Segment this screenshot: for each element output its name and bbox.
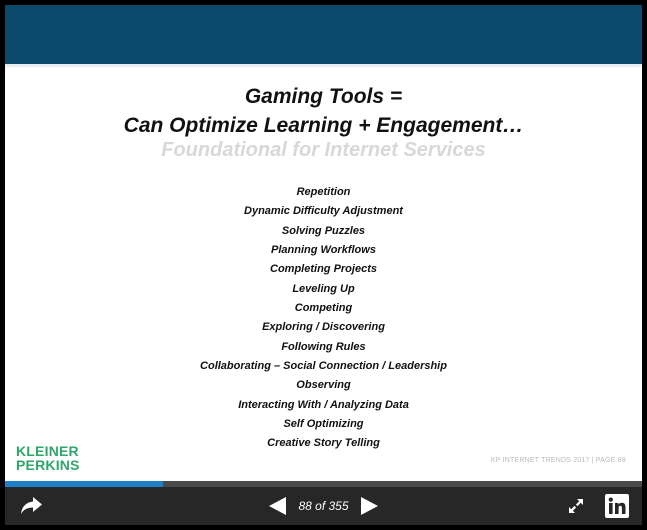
linkedin-icon[interactable] [605, 494, 629, 518]
logo-line-2: PERKINS [16, 457, 80, 473]
next-slide-button[interactable] [358, 496, 380, 516]
slide-subtitle: Foundational for Internet Services [161, 139, 486, 161]
list-item: Self Optimizing [283, 418, 364, 431]
list-item: Competing [294, 302, 353, 315]
page-counter: 88 of 355 [298, 499, 349, 513]
list-item: Planning Workflows [271, 244, 376, 257]
slide-title-line-1: Gaming Tools = [244, 85, 403, 108]
list-item: Exploring / Discovering [262, 321, 385, 334]
slide-header-divider [5, 64, 642, 67]
progress-bar-fill [5, 481, 163, 487]
slide: Gaming Tools = Can Optimize Learning + E… [5, 5, 642, 481]
list-item: Observing [296, 379, 351, 392]
kleiner-perkins-logo: KLEINER PERKINS [16, 444, 80, 472]
slide-footer-note: KP INTERNET TRENDS 2017 | PAGE 88 [490, 457, 626, 464]
list-item: Creative Story Telling [267, 437, 380, 450]
slide-title-line-2: Can Optimize Learning + Engagement… [123, 114, 524, 137]
progress-bar[interactable] [5, 481, 642, 487]
list-item: Collaborating – Social Connection / Lead… [200, 360, 447, 373]
slide-header-band [5, 5, 642, 64]
list-item: Solving Puzzles [281, 224, 366, 237]
gaming-tools-list: Repetition Dynamic Difficulty Adjustment… [5, 183, 642, 454]
share-icon[interactable] [19, 495, 43, 517]
expand-icon[interactable] [568, 498, 584, 514]
previous-slide-button[interactable] [267, 496, 289, 516]
logo-line-1: KLEINER [16, 443, 79, 459]
list-item: Repetition [296, 186, 351, 198]
list-item: Dynamic Difficulty Adjustment [244, 205, 403, 218]
list-item: Leveling Up [292, 282, 355, 295]
triangle-right-icon [361, 497, 378, 515]
list-item: Interacting With / Analyzing Data [238, 398, 409, 411]
viewer-toolbar: 88 of 355 [5, 487, 642, 525]
list-item: Completing Projects [270, 263, 377, 276]
triangle-left-icon [269, 497, 286, 515]
list-item: Following Rules [281, 340, 366, 353]
